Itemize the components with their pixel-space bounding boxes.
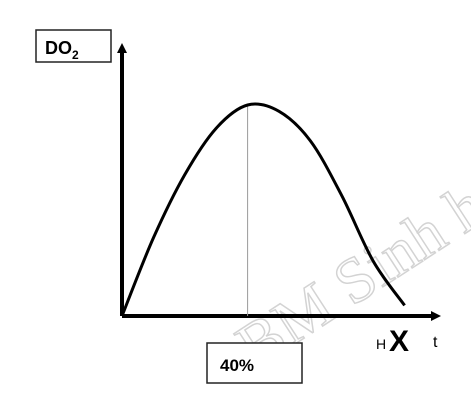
chart-marks	[120, 102, 406, 317]
x-axis-label-main: X	[389, 325, 409, 358]
peak-label: 40%	[220, 356, 254, 375]
x-axis-label-prefix: H	[376, 336, 386, 352]
y-axis-label-sub: 2	[72, 48, 79, 62]
series-line	[120, 102, 406, 317]
peak-label-box	[206, 342, 303, 384]
y-label-box	[35, 29, 112, 63]
y-axis-label: DO2	[45, 38, 79, 62]
y-axis-label-main: DO	[45, 38, 72, 58]
x-axis-label-suffix: t	[433, 334, 438, 351]
